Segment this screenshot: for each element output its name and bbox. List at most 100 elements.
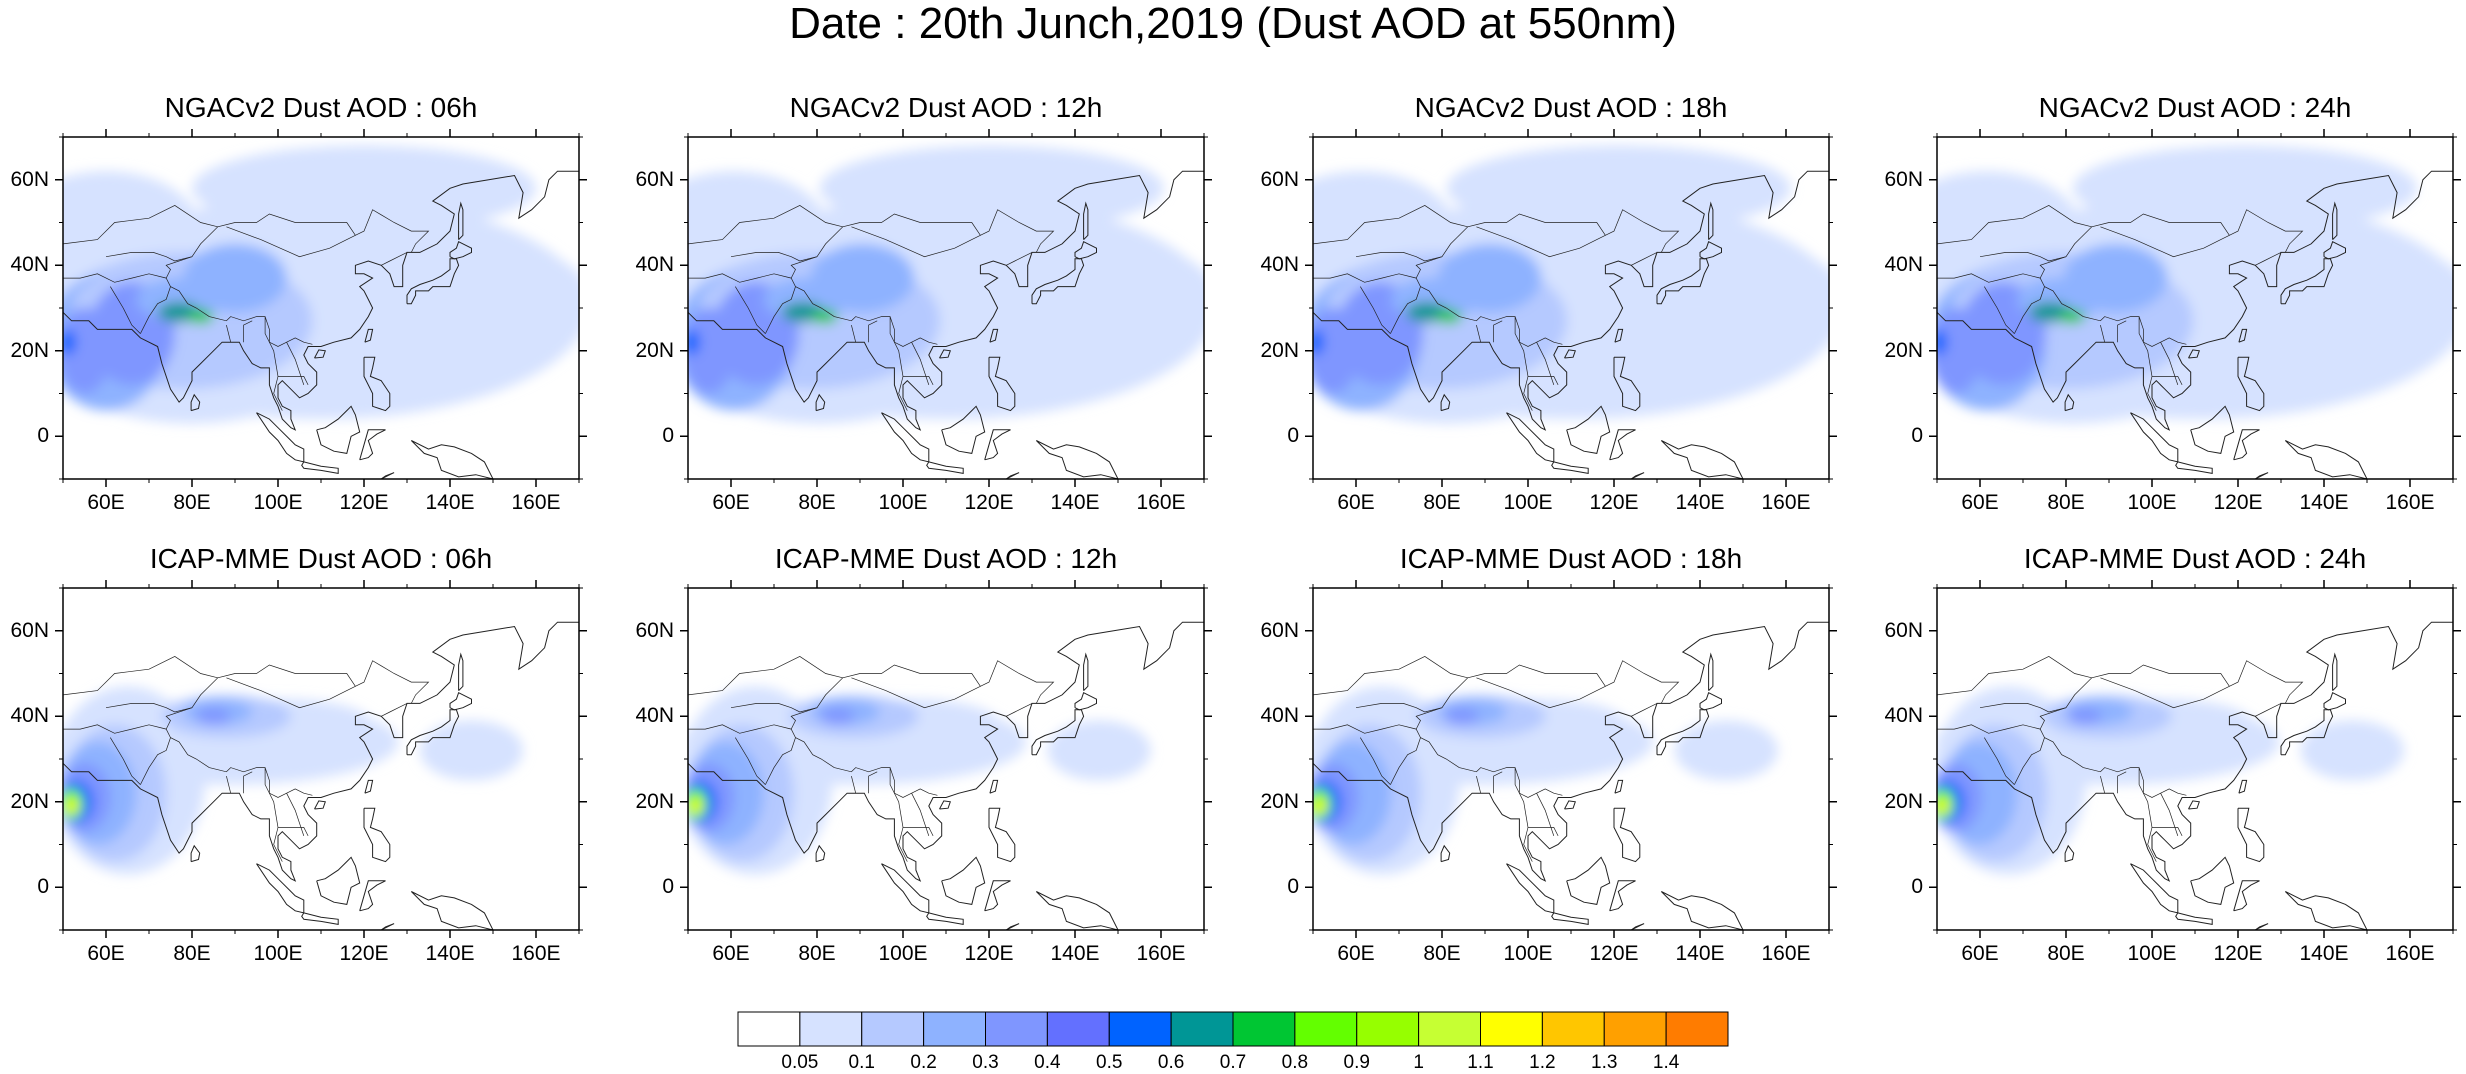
country-border	[264, 767, 283, 862]
lat-tick-label: 0	[1287, 424, 1299, 448]
coastline	[1657, 478, 1688, 479]
coastline	[190, 844, 201, 863]
country-border	[765, 286, 796, 334]
lat-tick-label: 0	[1287, 875, 1299, 899]
lon-tick-label: 140E	[425, 491, 475, 514]
lat-tick-label: 20N	[635, 789, 674, 813]
dust-aod-patch	[66, 798, 78, 814]
coastline	[1031, 709, 1085, 756]
panel-title: ICAP-MME Dust AOD : 18h	[1399, 543, 1743, 574]
country-border	[226, 677, 356, 709]
lat-tick-label: 60N	[1260, 618, 1299, 642]
country-border	[688, 273, 938, 347]
country-border	[1528, 827, 1559, 837]
colorbar-box	[861, 1011, 925, 1047]
dust-aod-map	[680, 580, 1212, 938]
country-border	[1514, 316, 1533, 411]
country-border	[381, 703, 408, 717]
lon-tick-label: 100E	[878, 491, 928, 514]
colorbar-box	[923, 1011, 986, 1047]
country-border	[140, 286, 171, 334]
coastline	[1005, 472, 1020, 479]
country-border	[2117, 771, 2127, 794]
coastline	[988, 356, 1016, 412]
coastline	[410, 440, 494, 479]
colorbar-label: 0.6	[1157, 1052, 1185, 1073]
country-border	[1476, 226, 1606, 258]
country-border	[868, 771, 878, 794]
colorbar-label: 1.4	[1652, 1052, 1680, 1073]
lon-tick-label: 140E	[1675, 491, 1725, 514]
colorbar-box	[1108, 1011, 1172, 1047]
coastline	[941, 856, 986, 905]
country-border	[1313, 204, 1468, 245]
coastline	[1937, 170, 2453, 431]
country-border	[226, 226, 356, 258]
dust-aod-map	[1929, 580, 2461, 938]
country-border	[2152, 376, 2183, 386]
country-border	[688, 724, 938, 798]
coastline	[314, 349, 326, 359]
country-border	[688, 204, 843, 245]
country-border	[1984, 286, 2015, 334]
colorbar	[737, 1011, 1729, 1047]
colorbar-box	[799, 1011, 863, 1047]
country-border	[790, 660, 1055, 730]
country-border	[243, 771, 253, 794]
country-border	[790, 209, 1055, 279]
country-border	[105, 252, 193, 262]
colorbar-label: 0.5	[1096, 1052, 1123, 1073]
lon-tick-label: 160E	[511, 942, 561, 965]
country-border	[2117, 320, 2127, 343]
lat-tick-label: 40N	[1260, 704, 1299, 728]
colorbar-box	[1418, 1011, 1481, 1047]
dust-aod-patch	[820, 707, 855, 725]
coastline	[63, 170, 579, 431]
coastline	[1506, 412, 1555, 463]
lon-tick-label: 160E	[511, 491, 561, 514]
lat-tick-label: 40N	[1884, 704, 1923, 728]
lon-tick-label: 120E	[2213, 942, 2263, 965]
country-border	[140, 737, 171, 785]
country-border	[1536, 793, 1555, 837]
coastline	[2281, 929, 2312, 930]
lon-tick-label: 160E	[1761, 942, 1811, 965]
lon-tick-label: 100E	[253, 491, 303, 514]
lat-tick-label: 20N	[1260, 338, 1299, 362]
coastline	[2233, 429, 2260, 461]
lat-tick-label: 40N	[635, 253, 674, 277]
country-border	[851, 776, 857, 794]
country-border	[2160, 793, 2179, 837]
coastline	[2175, 912, 2213, 925]
dust-aod-map	[1929, 129, 2461, 487]
coastline	[1031, 258, 1085, 305]
lat-tick-label: 40N	[1884, 253, 1923, 277]
lon-tick-label: 120E	[339, 942, 389, 965]
panel-title: NGACv2 Dust AOD : 24h	[2038, 92, 2352, 123]
coastline	[688, 170, 1204, 431]
coastline	[2188, 349, 2200, 359]
country-border	[278, 827, 309, 837]
lon-tick-label: 60E	[1961, 491, 1999, 514]
dust-aod-patch	[398, 243, 579, 347]
country-border	[165, 209, 430, 279]
lat-tick-label: 40N	[10, 704, 49, 728]
country-border	[2255, 252, 2282, 266]
country-border	[2039, 660, 2304, 730]
coastline	[363, 356, 391, 412]
coastline	[406, 258, 460, 305]
coastline	[1313, 170, 1829, 431]
lat-tick-label: 60N	[10, 167, 49, 191]
country-border	[1476, 776, 1482, 794]
country-border	[911, 793, 930, 837]
country-border	[2100, 776, 2106, 794]
country-border	[1006, 703, 1033, 717]
dust-aod-patch	[196, 707, 231, 725]
dust-aod-patch	[1444, 707, 1479, 725]
country-border	[730, 252, 818, 262]
coastline	[1440, 393, 1451, 412]
dust-aod-patch	[2067, 707, 2102, 725]
country-border	[1528, 376, 1559, 386]
coastline	[1564, 800, 1576, 810]
country-border	[735, 286, 766, 334]
